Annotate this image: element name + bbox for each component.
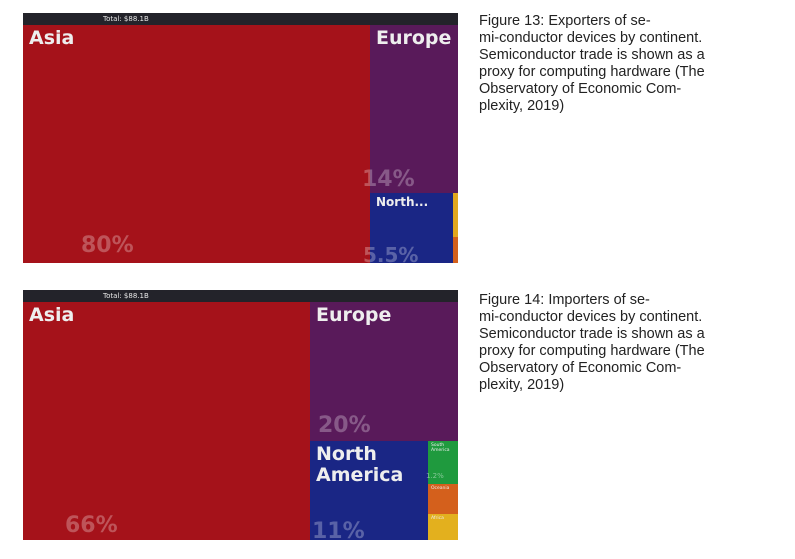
treemap-cell-label: North America xyxy=(316,443,404,486)
treemap-cell-label: Oceania xyxy=(431,486,450,491)
treemap-cell-europe: Europe 14% xyxy=(362,25,458,193)
treemap-cell-percent: 20% xyxy=(318,413,371,438)
treemap-cell-percent: 5.5% xyxy=(363,243,419,263)
treemap-cell-label: Europe xyxy=(376,27,452,49)
treemap-cell-europe: Europe 20% xyxy=(310,302,458,441)
treemap-cell-oceania: Oceania xyxy=(428,484,458,514)
treemap-cell-label: South America xyxy=(431,443,450,453)
treemap-cell-asia: Asia 80% xyxy=(23,25,370,263)
figure-13-caption: Figure 13: Exporters of se- mi-conductor… xyxy=(479,13,769,115)
treemap-cell-label: Asia xyxy=(29,27,75,49)
treemap-cell-africa: Africa xyxy=(428,514,458,540)
caption-line: Observatory of Economic Com- xyxy=(479,81,682,97)
exporters-treemap: Total: $88.1B Asia 80% Europe 14% North... 5.… xyxy=(23,13,458,263)
treemap-cell-label: Europe xyxy=(316,304,392,326)
caption-line: plexity, 2019) xyxy=(479,377,565,393)
caption-line: Semiconductor trade is shown as a xyxy=(479,47,705,63)
treemap-plot-area: Asia 80% Europe 14% North... 5.5% xyxy=(23,25,458,263)
caption-line: mi-conductor devices by continent. xyxy=(479,30,703,46)
treemap-cell-north: North... 5.5% xyxy=(363,193,453,263)
treemap-cell-percent: 80% xyxy=(81,233,134,258)
treemap-cell xyxy=(453,193,458,237)
caption-line: Figure 14: Importers of se- xyxy=(479,292,650,308)
treemap-cell-percent: 1.2% xyxy=(426,472,444,480)
treemap-cell-south-america: South America 1.2% xyxy=(426,441,458,484)
caption-line: proxy for computing hardware (The xyxy=(479,64,705,80)
caption-line: plexity, 2019) xyxy=(479,98,565,114)
treemap-cell-percent: 66% xyxy=(65,513,118,538)
treemap-cell xyxy=(453,237,458,263)
treemap-cell-label: North... xyxy=(376,195,429,209)
caption-line: proxy for computing hardware (The xyxy=(479,343,705,359)
caption-line: Semiconductor trade is shown as a xyxy=(479,326,705,342)
treemap-cell-percent: 11% xyxy=(312,519,365,541)
treemap-cell-asia: Asia 66% xyxy=(23,302,310,540)
caption-line: mi-conductor devices by continent. xyxy=(479,309,703,325)
treemap-cell-label: Asia xyxy=(29,304,75,326)
treemap-plot-area: Asia 66% Europe 20% North America 11% South Am… xyxy=(23,302,458,540)
treemap-cell-percent: 14% xyxy=(362,167,415,192)
treemap-cell-label: Africa xyxy=(431,516,444,521)
importers-treemap: Total: $88.1B Asia 66% Europe 20% North Amer… xyxy=(23,290,458,540)
treemap-cell-north-america: North America 11% xyxy=(310,441,428,540)
treemap-total-label: Total: $88.1B xyxy=(23,13,458,25)
treemap-total-label: Total: $88.1B xyxy=(23,290,458,302)
figure-14-caption: Figure 14: Importers of se- mi-conductor… xyxy=(479,292,769,394)
caption-line: Observatory of Economic Com- xyxy=(479,360,682,376)
caption-line: Figure 13: Exporters of se- xyxy=(479,13,651,29)
